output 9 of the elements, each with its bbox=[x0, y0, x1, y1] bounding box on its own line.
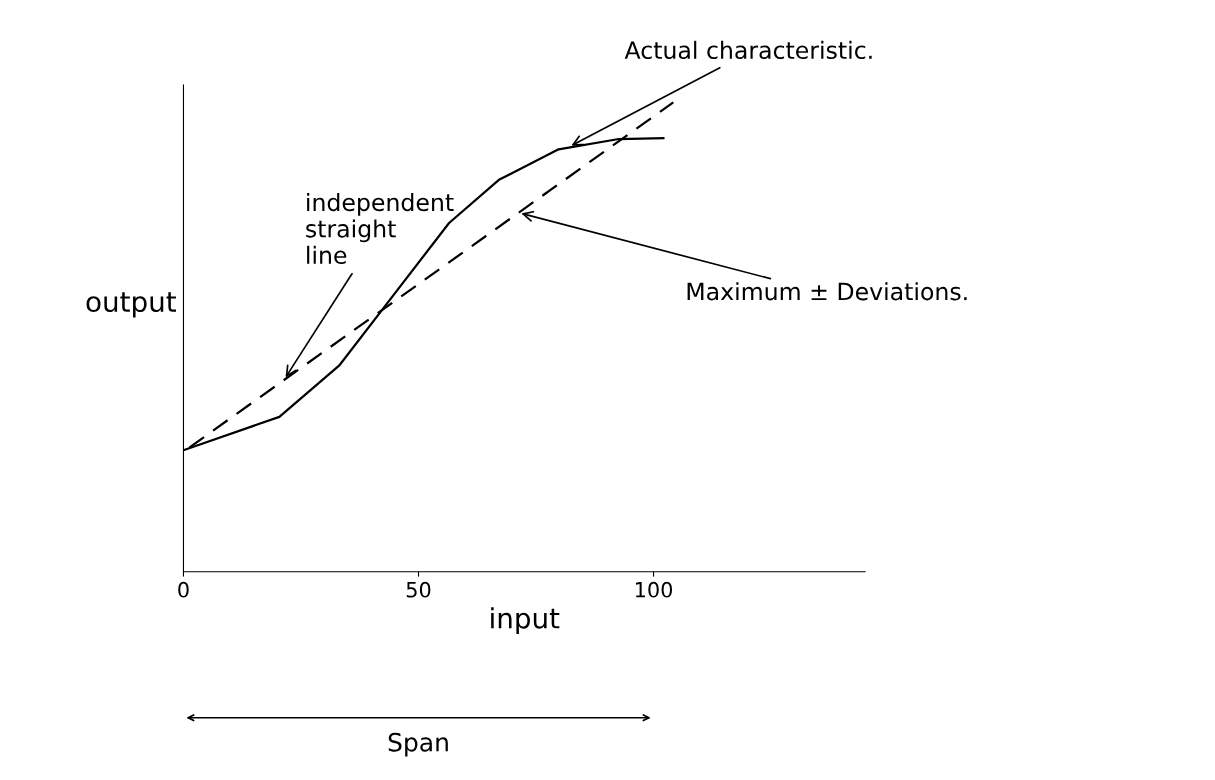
text: Span bbox=[388, 732, 448, 757]
x-axis-title: input bbox=[491, 607, 560, 635]
x-tick-label: 50 bbox=[406, 581, 431, 598]
annotation: Maximum ± Deviations. bbox=[687, 282, 967, 301]
y-axis-title: output bbox=[86, 292, 176, 318]
annotation: independent straight line bbox=[306, 192, 454, 265]
x-tick-label: 0 bbox=[178, 581, 189, 598]
annotation: Actual characteristic. bbox=[624, 40, 872, 60]
x-tick-label: 100 bbox=[635, 581, 673, 598]
